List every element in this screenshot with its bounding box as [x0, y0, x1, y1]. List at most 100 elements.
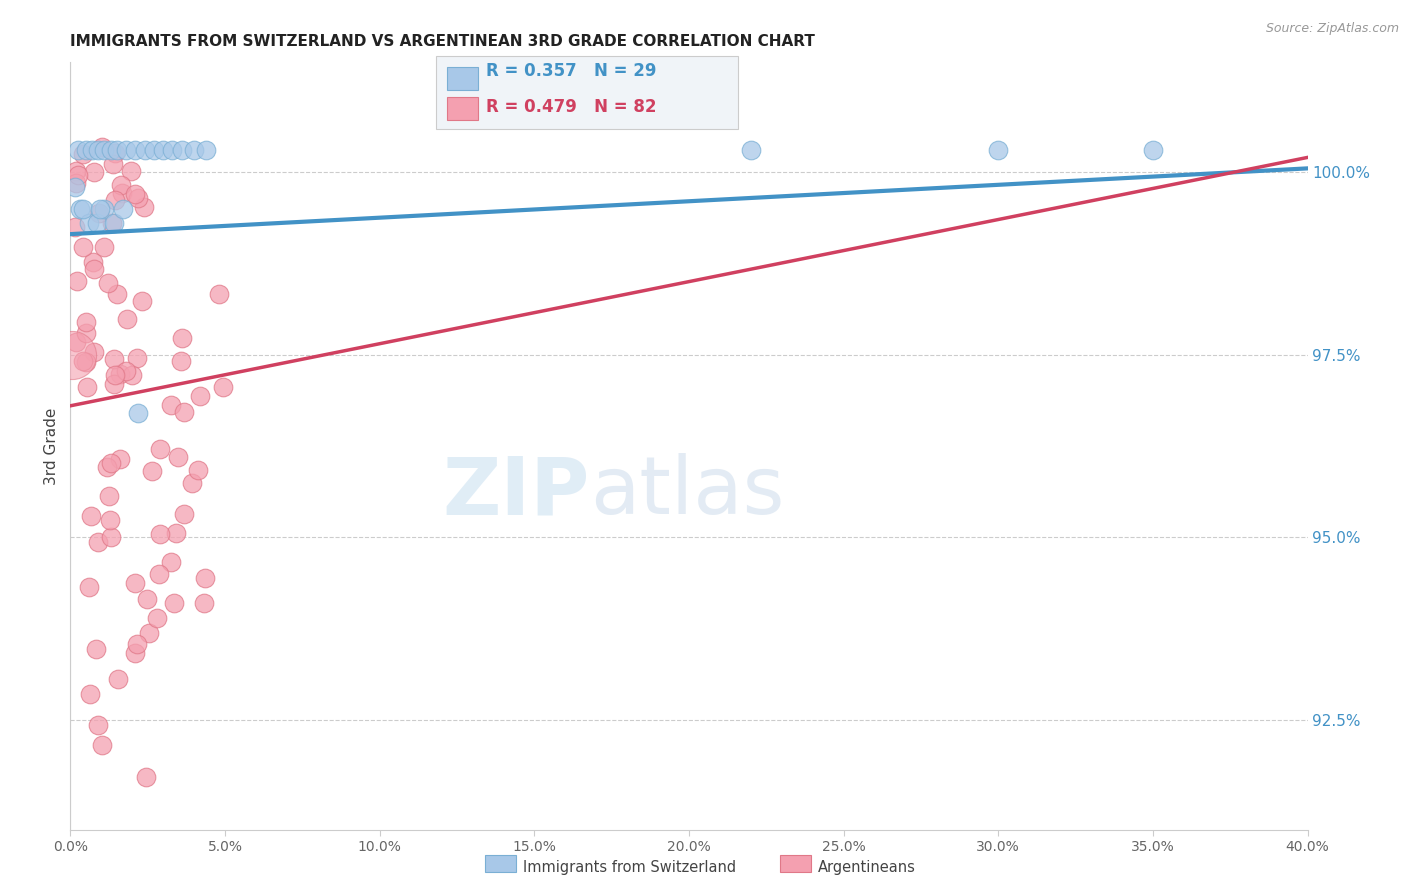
- Point: [101, 156, 124, 170]
- Point: [72, 354, 94, 368]
- Point: [72, 147, 94, 161]
- Point: [124, 186, 146, 201]
- Point: [60, 348, 83, 362]
- Point: [148, 566, 170, 581]
- Point: [103, 351, 125, 366]
- Point: [107, 672, 129, 686]
- Point: [165, 526, 187, 541]
- Point: [89, 202, 111, 216]
- Point: [65, 176, 87, 190]
- Point: [65, 163, 87, 178]
- Point: [101, 216, 124, 230]
- Point: [76, 380, 98, 394]
- Text: atlas: atlas: [591, 453, 785, 531]
- Point: [173, 405, 195, 419]
- Point: [194, 571, 217, 585]
- Point: [63, 179, 86, 194]
- Point: [72, 240, 94, 254]
- Point: [125, 637, 148, 651]
- Point: [93, 240, 115, 254]
- Point: [149, 442, 172, 457]
- Point: [96, 459, 118, 474]
- Point: [75, 326, 97, 341]
- Point: [87, 143, 110, 157]
- Point: [127, 191, 149, 205]
- Point: [167, 450, 190, 464]
- Point: [87, 535, 110, 549]
- Point: [80, 143, 103, 157]
- Point: [121, 368, 143, 382]
- Point: [115, 312, 138, 326]
- Point: [105, 287, 128, 301]
- Text: IMMIGRANTS FROM SWITZERLAND VS ARGENTINEAN 3RD GRADE CORRELATION CHART: IMMIGRANTS FROM SWITZERLAND VS ARGENTINE…: [70, 34, 815, 49]
- Point: [77, 216, 100, 230]
- Point: [100, 143, 122, 157]
- Point: [124, 576, 146, 591]
- Text: Immigrants from Switzerland: Immigrants from Switzerland: [523, 861, 737, 875]
- Point: [79, 580, 101, 594]
- Point: [104, 368, 127, 382]
- Point: [67, 143, 90, 157]
- Point: [740, 143, 762, 157]
- Point: [75, 143, 97, 157]
- Point: [100, 530, 122, 544]
- Point: [75, 316, 97, 330]
- Point: [193, 596, 215, 610]
- Point: [131, 293, 153, 308]
- Point: [90, 738, 112, 752]
- Point: [104, 194, 127, 208]
- Point: [83, 164, 105, 178]
- Point: [110, 178, 132, 193]
- Point: [127, 406, 149, 420]
- Point: [93, 143, 115, 157]
- Point: [135, 770, 157, 784]
- Text: Argentineans: Argentineans: [818, 861, 917, 875]
- Point: [66, 274, 89, 288]
- Point: [127, 351, 149, 365]
- Point: [80, 509, 103, 524]
- Point: [146, 610, 169, 624]
- Point: [110, 451, 132, 466]
- Point: [195, 143, 218, 157]
- Point: [104, 145, 127, 160]
- Point: [69, 202, 91, 216]
- Text: Source: ZipAtlas.com: Source: ZipAtlas.com: [1265, 22, 1399, 36]
- Y-axis label: 3rd Grade: 3rd Grade: [44, 408, 59, 484]
- Point: [149, 527, 172, 541]
- Point: [82, 255, 104, 269]
- Point: [90, 139, 112, 153]
- Point: [97, 276, 120, 290]
- Point: [115, 363, 138, 377]
- Point: [110, 186, 132, 201]
- Text: R = 0.357   N = 29: R = 0.357 N = 29: [486, 62, 657, 79]
- Point: [108, 368, 131, 382]
- Point: [93, 202, 115, 216]
- Point: [72, 202, 94, 216]
- Point: [103, 216, 125, 230]
- Point: [105, 143, 128, 157]
- Point: [170, 331, 193, 345]
- Point: [170, 354, 193, 368]
- Text: ZIP: ZIP: [443, 453, 591, 531]
- Point: [212, 380, 235, 394]
- Point: [170, 143, 193, 157]
- Point: [162, 143, 184, 157]
- Point: [987, 143, 1010, 157]
- Point: [83, 261, 105, 276]
- Point: [132, 200, 155, 214]
- Point: [188, 389, 211, 403]
- Point: [187, 462, 209, 476]
- Point: [115, 143, 138, 157]
- Point: [136, 592, 159, 607]
- Point: [67, 168, 90, 182]
- Text: R = 0.479   N = 82: R = 0.479 N = 82: [486, 97, 657, 115]
- Point: [84, 642, 107, 657]
- Point: [83, 344, 105, 359]
- Point: [111, 202, 134, 216]
- Point: [100, 456, 122, 470]
- Point: [183, 143, 205, 157]
- Point: [208, 286, 231, 301]
- Point: [141, 463, 163, 477]
- Point: [98, 489, 121, 503]
- Point: [87, 205, 110, 219]
